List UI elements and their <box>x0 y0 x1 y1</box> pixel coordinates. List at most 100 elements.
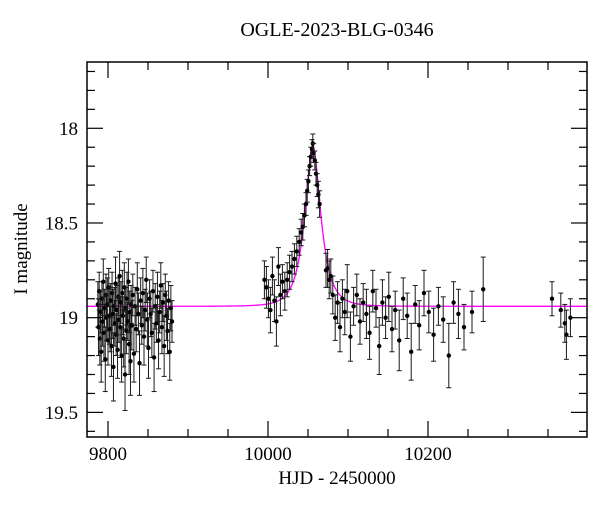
data-point-marker <box>397 338 402 343</box>
data-point <box>435 286 441 326</box>
data-point <box>567 298 573 338</box>
data-point <box>142 288 148 332</box>
y-axis-label: I magnitude <box>11 203 32 294</box>
data-point-marker <box>364 311 369 317</box>
data-point-marker <box>409 349 414 354</box>
data-point-marker <box>303 201 309 207</box>
data-point-marker <box>333 315 338 320</box>
data-point <box>451 281 457 324</box>
data-point-marker <box>142 307 148 313</box>
data-point-marker <box>421 290 427 296</box>
data-point <box>169 300 175 343</box>
data-point-marker <box>274 319 279 324</box>
data-point-marker <box>167 349 172 354</box>
data-point <box>357 298 363 345</box>
data-point-marker <box>158 283 163 288</box>
data-point <box>549 281 555 317</box>
data-point <box>379 279 385 326</box>
data-point <box>125 258 131 305</box>
data-point <box>161 315 167 377</box>
data-point-marker <box>101 279 106 284</box>
data-point <box>289 250 295 283</box>
data-point <box>140 267 146 319</box>
data-point <box>367 305 373 360</box>
y-tick-label: 18.5 <box>45 213 78 234</box>
data-point <box>332 294 338 341</box>
data-point-marker <box>138 298 143 303</box>
data-point-marker <box>119 353 124 358</box>
plot-title: OGLE-2023-BLG-0346 <box>240 19 433 41</box>
data-point-marker <box>103 357 108 362</box>
data-point <box>317 190 323 218</box>
data-point-marker <box>270 273 275 279</box>
data-point-marker <box>377 343 382 349</box>
data-point-marker <box>413 302 418 307</box>
data-point-marker <box>317 201 322 207</box>
data-point-marker <box>325 266 330 271</box>
data-point-marker <box>266 296 271 301</box>
data-point-marker <box>118 324 123 330</box>
data-point-marker <box>262 277 267 283</box>
data-point <box>113 256 119 311</box>
data-point-marker <box>469 309 475 315</box>
data-point-marker <box>426 309 431 315</box>
data-point-marker <box>130 292 135 298</box>
data-point-marker <box>380 300 385 305</box>
data-point <box>363 288 369 340</box>
data-point <box>558 292 564 328</box>
data-point-marker <box>122 372 128 377</box>
data-point-marker <box>137 360 142 366</box>
data-point <box>282 271 288 311</box>
data-point <box>287 254 293 290</box>
data-point <box>269 256 275 296</box>
data-point <box>416 300 422 351</box>
data-points <box>95 133 573 411</box>
data-point <box>133 305 139 353</box>
data-point <box>165 307 171 355</box>
data-point-marker <box>431 332 436 337</box>
data-point-marker <box>165 328 170 334</box>
data-point-marker <box>139 323 144 328</box>
x-tick-label: 10000 <box>244 444 292 465</box>
data-point-marker <box>156 338 161 343</box>
y-tick-label: 19.5 <box>45 403 78 424</box>
data-point-marker <box>141 334 147 339</box>
data-point-marker <box>386 294 391 300</box>
data-point <box>294 235 300 268</box>
data-point-marker <box>128 359 133 364</box>
data-point <box>122 338 128 411</box>
data-point-marker <box>111 364 116 370</box>
data-point-marker <box>357 319 363 324</box>
data-point-marker <box>312 158 317 163</box>
y-tick-label: 18 <box>59 119 78 140</box>
data-point-marker <box>99 349 104 354</box>
data-point <box>396 309 402 372</box>
data-point-marker <box>389 326 395 332</box>
data-point <box>160 283 166 322</box>
data-point-marker <box>146 345 151 351</box>
data-point <box>392 290 398 330</box>
data-point <box>265 279 271 319</box>
data-point-marker <box>272 298 277 303</box>
data-point <box>291 243 297 275</box>
data-point <box>389 305 395 353</box>
data-point <box>344 264 350 319</box>
data-point <box>360 283 366 322</box>
data-point <box>312 150 318 171</box>
data-point-marker <box>113 281 118 286</box>
data-point <box>421 269 427 317</box>
data-point-marker <box>285 277 290 283</box>
data-point-marker <box>140 290 146 296</box>
data-point-marker <box>280 279 285 284</box>
data-point-marker <box>348 334 353 339</box>
data-point-marker <box>292 256 297 262</box>
data-point <box>117 250 123 302</box>
data-point <box>305 169 311 194</box>
data-point <box>275 247 281 286</box>
data-point <box>337 302 343 353</box>
data-point-marker <box>278 292 283 298</box>
data-point <box>279 264 285 300</box>
data-point <box>154 271 160 322</box>
data-point <box>284 262 290 298</box>
data-point-marker <box>564 332 569 337</box>
